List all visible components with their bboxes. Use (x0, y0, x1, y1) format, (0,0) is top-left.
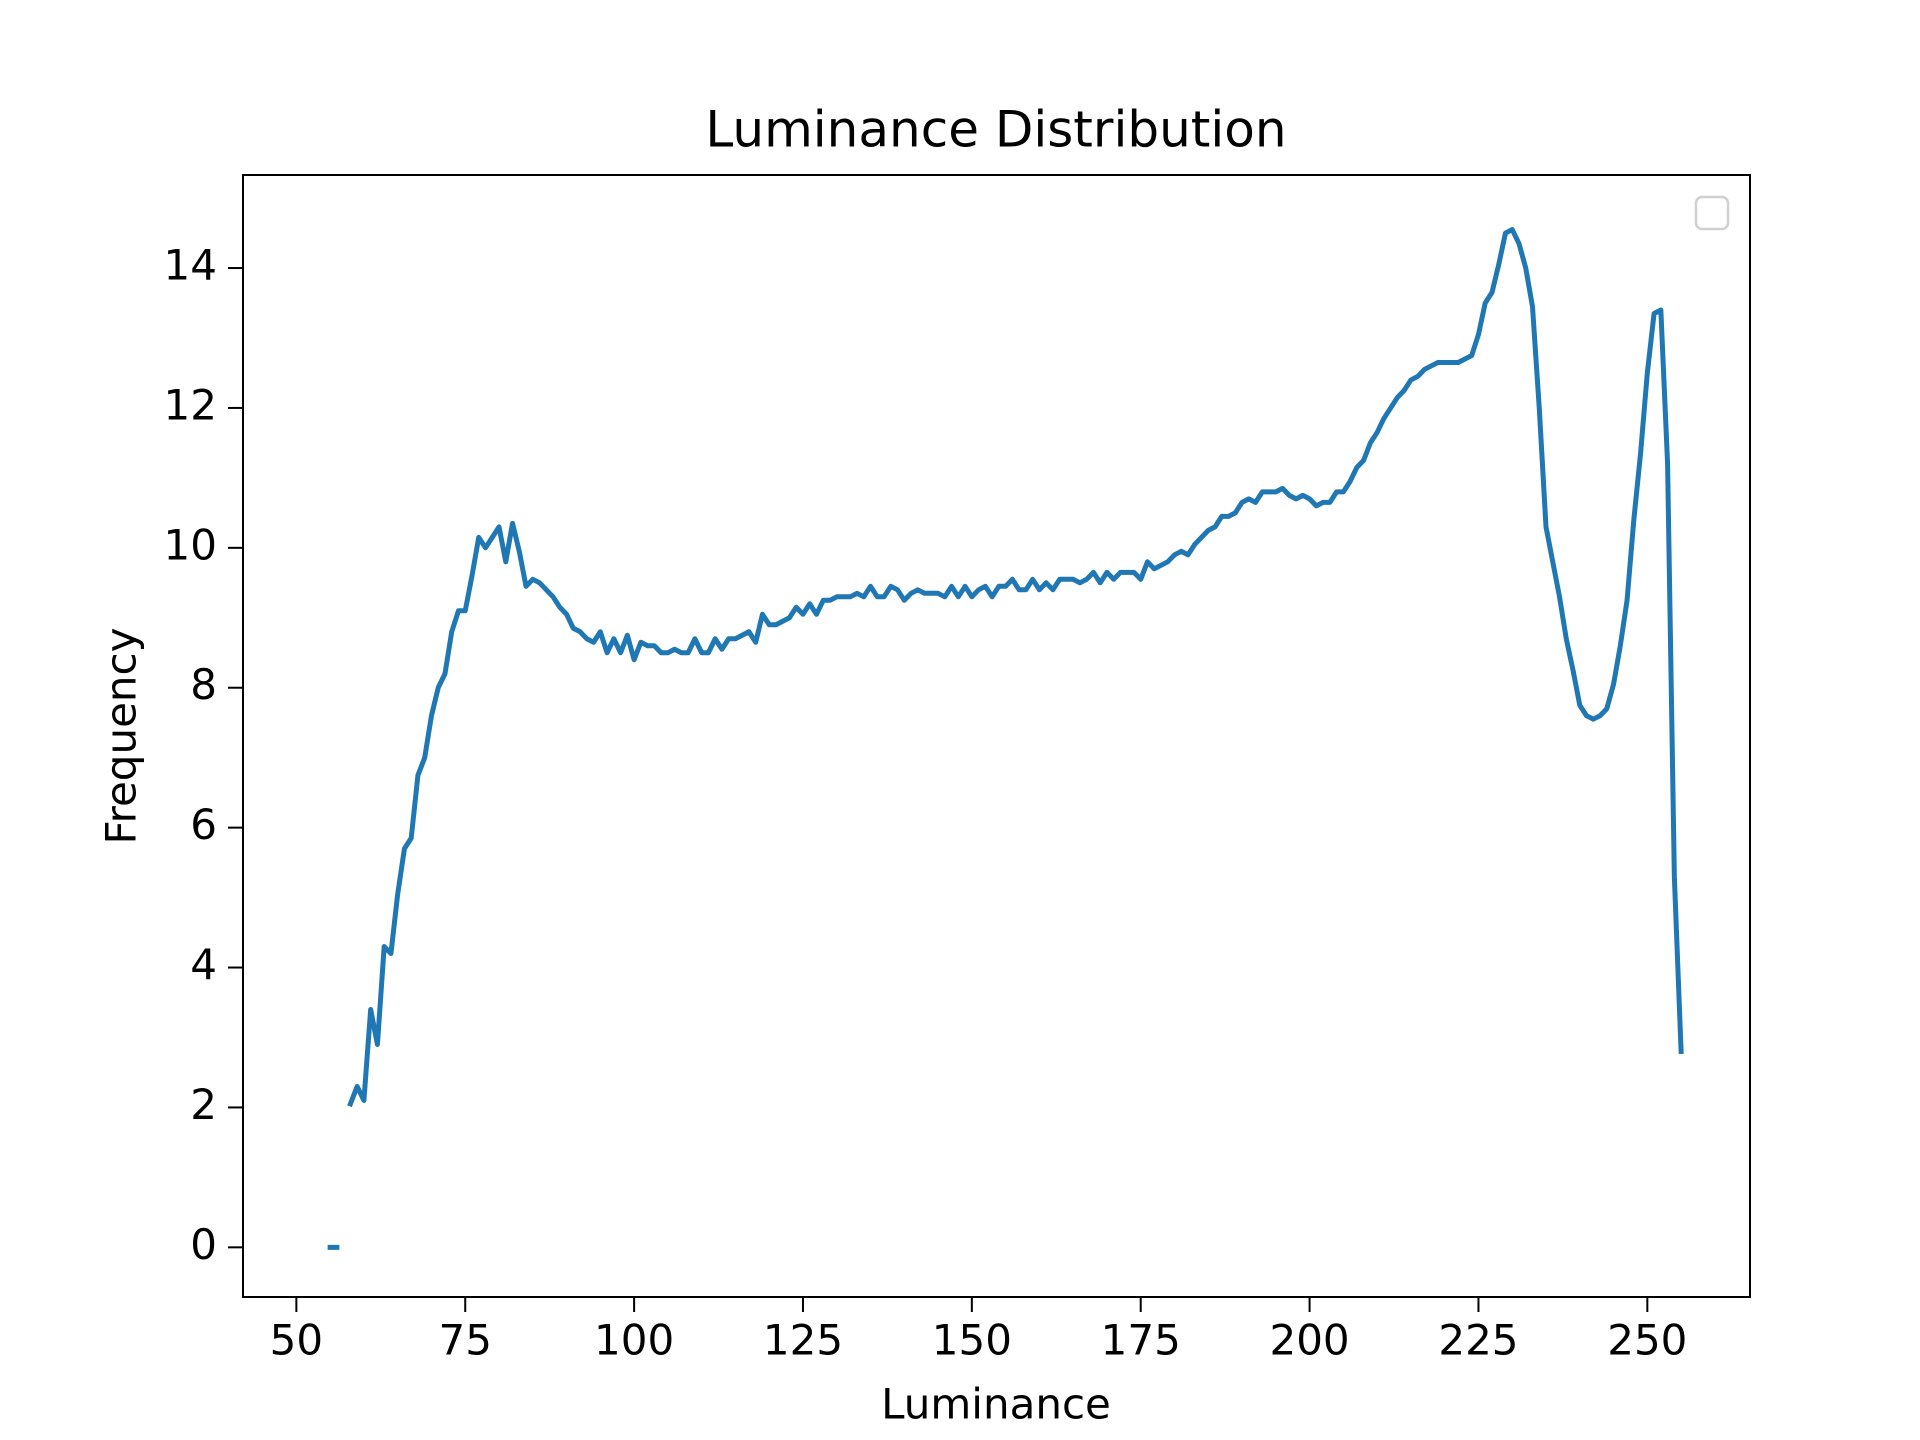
y-tick-label: 12 (164, 380, 217, 429)
y-tick-label: 6 (190, 800, 217, 849)
plot-frame (242, 174, 1751, 1298)
legend-box (1694, 195, 1730, 231)
y-axis-label: Frequency (97, 628, 146, 845)
x-tick-label: 200 (1269, 1316, 1349, 1365)
x-axis-label: Luminance (881, 1380, 1111, 1429)
x-tick-label: 100 (594, 1316, 674, 1365)
x-tick-label: 150 (932, 1316, 1012, 1365)
y-tick-label: 2 (190, 1080, 217, 1129)
chart-title: Luminance Distribution (705, 101, 1286, 159)
y-tick-label: 14 (164, 241, 217, 290)
y-tick-label: 4 (190, 940, 217, 989)
data-line (327, 227, 1684, 1250)
x-tick-label: 225 (1438, 1316, 1518, 1365)
y-tick-label: 0 (190, 1220, 217, 1269)
x-tick-label: 125 (763, 1316, 843, 1365)
x-tick-label: 175 (1101, 1316, 1181, 1365)
x-tick-label: 50 (270, 1316, 323, 1365)
y-tick-label: 8 (190, 660, 217, 709)
x-tick-label: 75 (439, 1316, 492, 1365)
y-tick-label: 10 (164, 520, 217, 569)
x-tick-label: 250 (1607, 1316, 1687, 1365)
